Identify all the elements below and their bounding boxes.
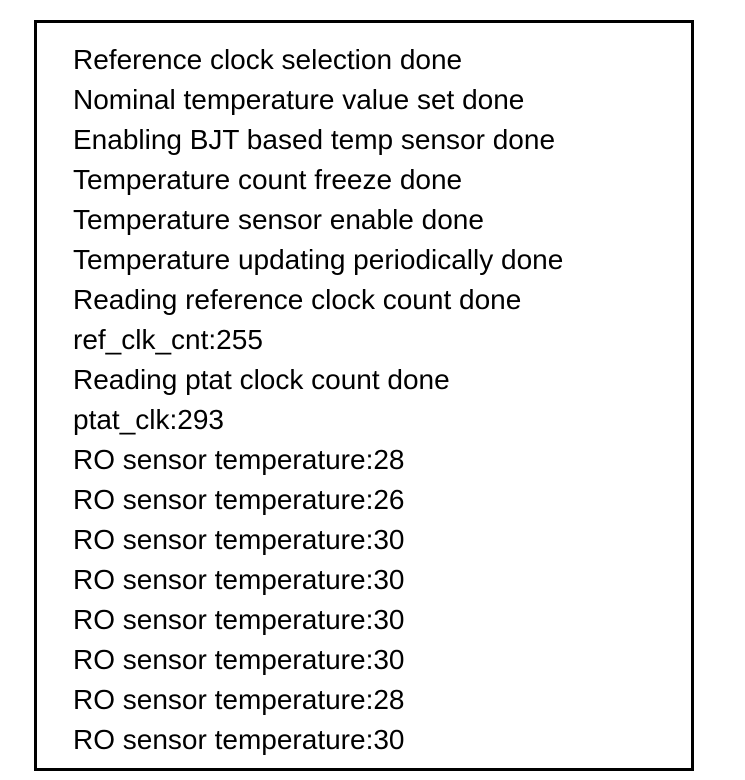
log-line-ro-temperature-1: RO sensor temperature:28 [73, 444, 405, 475]
log-line-ref-clk-cnt: ref_clk_cnt:255 [73, 324, 263, 355]
console-log-panel: Reference clock selection done Nominal t… [34, 20, 694, 771]
log-line-ro-temperature-2: RO sensor temperature:26 [73, 484, 405, 515]
log-line-ro-temperature-6: RO sensor temperature:30 [73, 644, 405, 675]
log-line-temperature-sensor-enable: Temperature sensor enable done [73, 204, 484, 235]
log-line-list: Reference clock selection done Nominal t… [73, 40, 563, 760]
log-line-temperature-count-freeze: Temperature count freeze done [73, 164, 463, 195]
log-line-reference-clock-selection: Reference clock selection done [73, 44, 463, 75]
log-line-ptat-clk: ptat_clk:293 [73, 404, 224, 435]
log-line-nominal-temperature: Nominal temperature value set done [73, 84, 525, 115]
log-line-ro-temperature-4: RO sensor temperature:30 [73, 564, 405, 595]
log-line-ro-temperature-5: RO sensor temperature:30 [73, 604, 405, 635]
log-line-ro-temperature-3: RO sensor temperature:30 [73, 524, 405, 555]
log-line-ro-temperature-8: RO sensor temperature:30 [73, 724, 405, 755]
log-line-reading-ptat-clock: Reading ptat clock count done [73, 364, 450, 395]
log-line-temperature-updating: Temperature updating periodically done [73, 244, 564, 275]
log-line-reading-reference-clock: Reading reference clock count done [73, 284, 522, 315]
log-line-enabling-bjt-sensor: Enabling BJT based temp sensor done [73, 124, 556, 155]
log-line-ro-temperature-7: RO sensor temperature:28 [73, 684, 405, 715]
